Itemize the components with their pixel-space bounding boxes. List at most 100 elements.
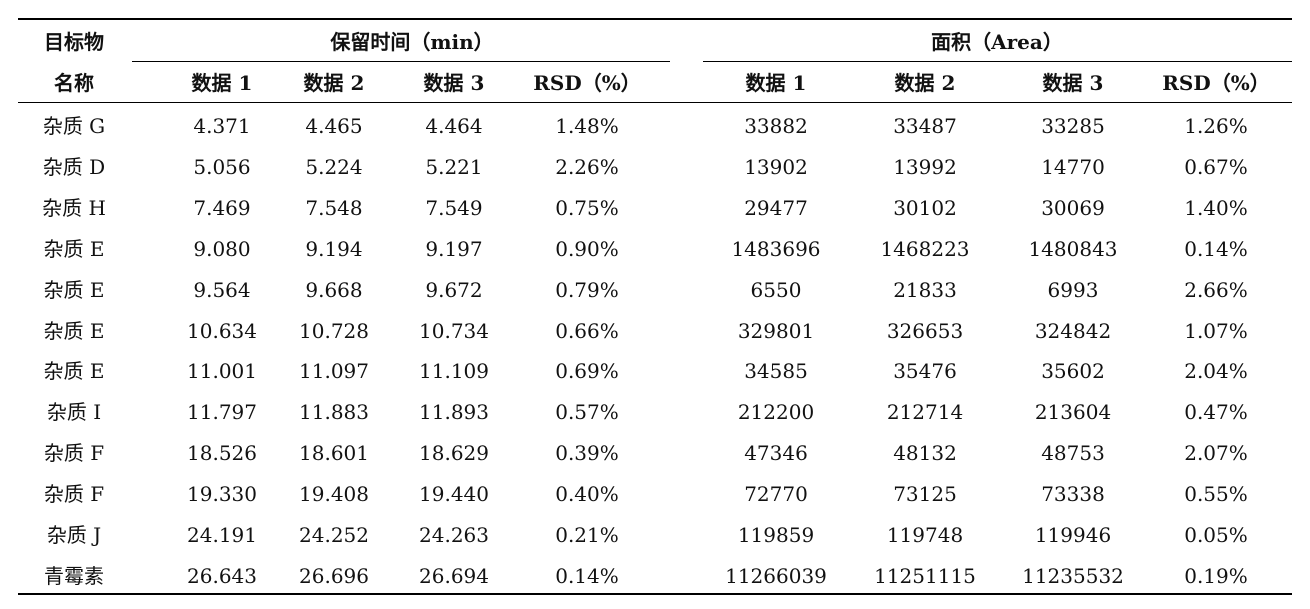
area-data-3-cell: 213604: [1034, 400, 1112, 424]
area-data-2-cell: 13992: [893, 155, 957, 179]
area-rsd-cell: 0.05%: [1184, 523, 1248, 547]
retention-rsd-cell: 0.57%: [555, 400, 619, 424]
area-data-2-cell: 11251115: [874, 564, 976, 588]
retention-data-2-cell: 4.465: [305, 114, 363, 138]
retention-data-3-cell: 26.694: [419, 564, 489, 588]
target-name-cell: 杂质 D: [42, 155, 106, 179]
table-bottom-rule: [18, 593, 1292, 595]
area-data-1-cell: 29477: [744, 196, 808, 220]
target-name-cell: 杂质 E: [43, 319, 105, 343]
rt-col-header-2: 数据 2: [303, 71, 365, 95]
target-name-cell: 杂质 J: [46, 523, 102, 547]
target-name-cell: 青霉素: [44, 564, 104, 588]
area-rsd-cell: 0.47%: [1184, 400, 1248, 424]
area-group-rule: [703, 61, 1292, 62]
target-header-bottom: 名称: [54, 71, 94, 95]
retention-data-2-cell: 10.728: [299, 319, 369, 343]
retention-rsd-cell: 1.48%: [555, 114, 619, 138]
retention-rsd-cell: 0.21%: [555, 523, 619, 547]
retention-data-1-cell: 9.080: [193, 237, 251, 261]
area-data-2-cell: 21833: [893, 278, 957, 302]
area-rsd-cell: 0.67%: [1184, 155, 1248, 179]
target-header-top: 目标物: [44, 30, 104, 54]
area-col-header-3: 数据 3: [1042, 71, 1104, 95]
target-name-cell: 杂质 F: [43, 482, 105, 506]
retention-rsd-cell: 2.26%: [555, 155, 619, 179]
target-name-cell: 杂质 H: [42, 196, 106, 220]
area-data-2-cell: 30102: [893, 196, 957, 220]
area-group-header: 面积（Area）: [931, 30, 1063, 54]
retention-data-3-cell: 9.672: [425, 278, 483, 302]
area-data-2-cell: 119748: [886, 523, 964, 547]
area-data-2-cell: 1468223: [880, 237, 970, 261]
retention-data-3-cell: 10.734: [419, 319, 489, 343]
area-data-2-cell: 326653: [886, 319, 964, 343]
area-data-3-cell: 1480843: [1028, 237, 1118, 261]
area-rsd-cell: 2.07%: [1184, 441, 1248, 465]
rt-col-header-rsd: RSD（%）: [533, 71, 641, 95]
area-data-1-cell: 212200: [737, 400, 815, 424]
area-data-3-cell: 119946: [1034, 523, 1112, 547]
retention-data-2-cell: 11.883: [299, 400, 369, 424]
retention-data-3-cell: 9.197: [425, 237, 483, 261]
area-data-1-cell: 47346: [744, 441, 808, 465]
area-data-3-cell: 14770: [1041, 155, 1105, 179]
retention-data-3-cell: 19.440: [419, 482, 489, 506]
retention-data-2-cell: 18.601: [299, 441, 369, 465]
area-data-3-cell: 30069: [1041, 196, 1105, 220]
area-rsd-cell: 1.40%: [1184, 196, 1248, 220]
area-rsd-cell: 2.04%: [1184, 359, 1248, 383]
retention-data-1-cell: 24.191: [187, 523, 257, 547]
area-data-2-cell: 212714: [886, 400, 964, 424]
table-top-rule: [18, 18, 1292, 20]
target-name-cell: 杂质 E: [43, 278, 105, 302]
area-col-header-2: 数据 2: [894, 71, 956, 95]
area-data-2-cell: 48132: [893, 441, 957, 465]
retention-data-1-cell: 19.330: [187, 482, 257, 506]
retention-group-header: 保留时间（min）: [330, 30, 494, 54]
retention-data-1-cell: 26.643: [187, 564, 257, 588]
target-name-cell: 杂质 F: [43, 441, 105, 465]
area-data-1-cell: 33882: [744, 114, 808, 138]
area-col-header-1: 数据 1: [745, 71, 807, 95]
retention-data-2-cell: 11.097: [299, 359, 369, 383]
area-data-1-cell: 329801: [737, 319, 815, 343]
retention-data-2-cell: 24.252: [299, 523, 369, 547]
retention-data-3-cell: 11.893: [419, 400, 489, 424]
retention-rsd-cell: 0.66%: [555, 319, 619, 343]
area-data-3-cell: 11235532: [1022, 564, 1124, 588]
area-data-1-cell: 34585: [744, 359, 808, 383]
retention-data-2-cell: 7.548: [305, 196, 363, 220]
target-name-cell: 杂质 G: [42, 114, 106, 138]
retention-rsd-cell: 0.69%: [555, 359, 619, 383]
area-data-3-cell: 6993: [1047, 278, 1099, 302]
retention-rsd-cell: 0.75%: [555, 196, 619, 220]
area-data-1-cell: 13902: [744, 155, 808, 179]
retention-data-2-cell: 26.696: [299, 564, 369, 588]
retention-data-1-cell: 9.564: [193, 278, 251, 302]
retention-data-1-cell: 4.371: [193, 114, 251, 138]
header-bottom-rule: [18, 102, 1292, 103]
retention-rsd-cell: 0.14%: [555, 564, 619, 588]
target-name-cell: 杂质 E: [43, 359, 105, 383]
area-data-3-cell: 33285: [1041, 114, 1105, 138]
area-data-2-cell: 73125: [893, 482, 957, 506]
area-col-header-rsd: RSD（%）: [1162, 71, 1270, 95]
retention-data-3-cell: 5.221: [425, 155, 483, 179]
area-rsd-cell: 2.66%: [1184, 278, 1248, 302]
area-rsd-cell: 0.14%: [1184, 237, 1248, 261]
retention-data-1-cell: 7.469: [193, 196, 251, 220]
area-data-3-cell: 324842: [1034, 319, 1112, 343]
area-data-1-cell: 72770: [744, 482, 808, 506]
area-data-1-cell: 11266039: [725, 564, 827, 588]
area-data-3-cell: 48753: [1041, 441, 1105, 465]
retention-data-1-cell: 18.526: [187, 441, 257, 465]
target-name-cell: 杂质 I: [46, 400, 102, 424]
retention-data-3-cell: 11.109: [419, 359, 489, 383]
area-rsd-cell: 1.26%: [1184, 114, 1248, 138]
area-data-3-cell: 73338: [1041, 482, 1105, 506]
rt-col-header-1: 数据 1: [191, 71, 253, 95]
retention-data-2-cell: 19.408: [299, 482, 369, 506]
area-data-1-cell: 1483696: [731, 237, 821, 261]
retention-rsd-cell: 0.79%: [555, 278, 619, 302]
